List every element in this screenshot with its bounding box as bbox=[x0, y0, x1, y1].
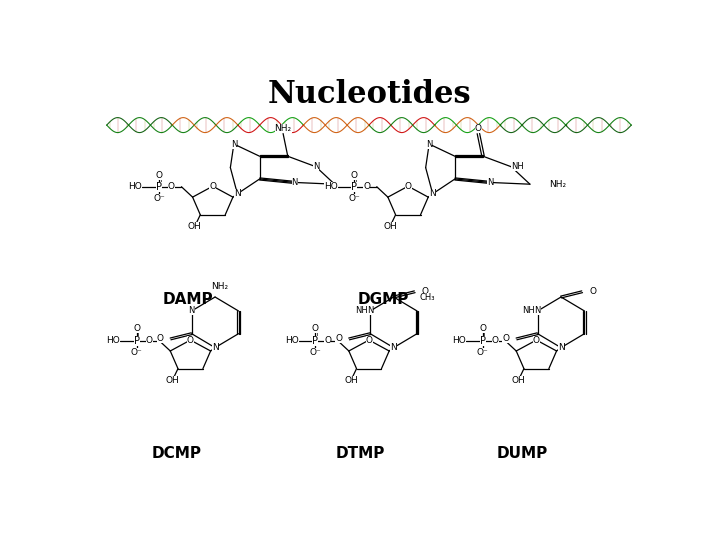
Text: OH: OH bbox=[383, 222, 397, 231]
Text: NH₂: NH₂ bbox=[211, 282, 228, 291]
Text: O⁻: O⁻ bbox=[131, 348, 143, 357]
Text: O: O bbox=[405, 182, 412, 191]
Text: P: P bbox=[351, 182, 357, 192]
Text: O: O bbox=[133, 325, 140, 333]
Text: P: P bbox=[156, 182, 162, 192]
Text: O: O bbox=[480, 325, 486, 333]
Text: HO: HO bbox=[107, 336, 120, 345]
Text: DCMP: DCMP bbox=[151, 446, 202, 461]
Text: O: O bbox=[589, 287, 596, 296]
Text: HO: HO bbox=[129, 182, 143, 191]
Text: OH: OH bbox=[166, 376, 179, 385]
Text: O⁻: O⁻ bbox=[153, 194, 165, 203]
Text: OH: OH bbox=[188, 222, 202, 231]
Text: O: O bbox=[324, 336, 331, 345]
Text: N: N bbox=[292, 178, 298, 187]
Text: CH₃: CH₃ bbox=[420, 293, 435, 301]
Text: OH: OH bbox=[511, 376, 525, 385]
Text: NH: NH bbox=[355, 307, 368, 315]
Text: O⁻: O⁻ bbox=[348, 194, 360, 203]
Text: N: N bbox=[429, 190, 436, 198]
Text: DAMP: DAMP bbox=[162, 292, 213, 307]
Text: N: N bbox=[558, 343, 564, 352]
Text: O: O bbox=[533, 335, 540, 345]
Text: NH₂: NH₂ bbox=[274, 124, 292, 133]
Text: HO: HO bbox=[285, 336, 299, 345]
Text: O: O bbox=[492, 336, 498, 345]
Text: O: O bbox=[187, 335, 194, 345]
Text: NH₂: NH₂ bbox=[549, 180, 566, 188]
Text: O: O bbox=[335, 334, 342, 343]
Text: O⁻: O⁻ bbox=[477, 348, 489, 357]
Text: O: O bbox=[366, 335, 372, 345]
Text: O: O bbox=[156, 171, 163, 180]
Text: O: O bbox=[503, 334, 510, 343]
Text: NH: NH bbox=[523, 307, 535, 315]
Text: DTMP: DTMP bbox=[336, 446, 385, 461]
Text: P: P bbox=[312, 335, 318, 346]
Text: P: P bbox=[480, 335, 486, 346]
Text: N: N bbox=[234, 190, 240, 198]
Text: N: N bbox=[212, 343, 218, 352]
Text: O: O bbox=[312, 325, 319, 333]
Text: HO: HO bbox=[452, 336, 466, 345]
Text: O: O bbox=[156, 334, 163, 343]
Text: O: O bbox=[363, 182, 370, 191]
Text: O: O bbox=[168, 182, 175, 191]
Text: NH: NH bbox=[511, 162, 524, 171]
Text: N: N bbox=[189, 307, 195, 315]
Text: O: O bbox=[351, 171, 358, 180]
Text: Nucleotides: Nucleotides bbox=[267, 79, 471, 110]
Text: N: N bbox=[367, 307, 374, 315]
Text: O⁻: O⁻ bbox=[310, 348, 321, 357]
Text: N: N bbox=[312, 162, 319, 171]
Text: O: O bbox=[475, 124, 482, 133]
Text: O: O bbox=[145, 336, 153, 345]
Text: OH: OH bbox=[344, 376, 358, 385]
Text: O: O bbox=[422, 287, 428, 296]
Text: N: N bbox=[230, 139, 237, 148]
Text: DUMP: DUMP bbox=[497, 446, 548, 461]
Text: DGMP: DGMP bbox=[357, 292, 409, 307]
Text: HO: HO bbox=[324, 182, 338, 191]
Text: N: N bbox=[390, 343, 397, 352]
Text: N: N bbox=[487, 178, 493, 187]
Text: P: P bbox=[134, 335, 140, 346]
Text: N: N bbox=[534, 307, 541, 315]
Text: O: O bbox=[210, 182, 216, 191]
Text: N: N bbox=[426, 139, 433, 148]
